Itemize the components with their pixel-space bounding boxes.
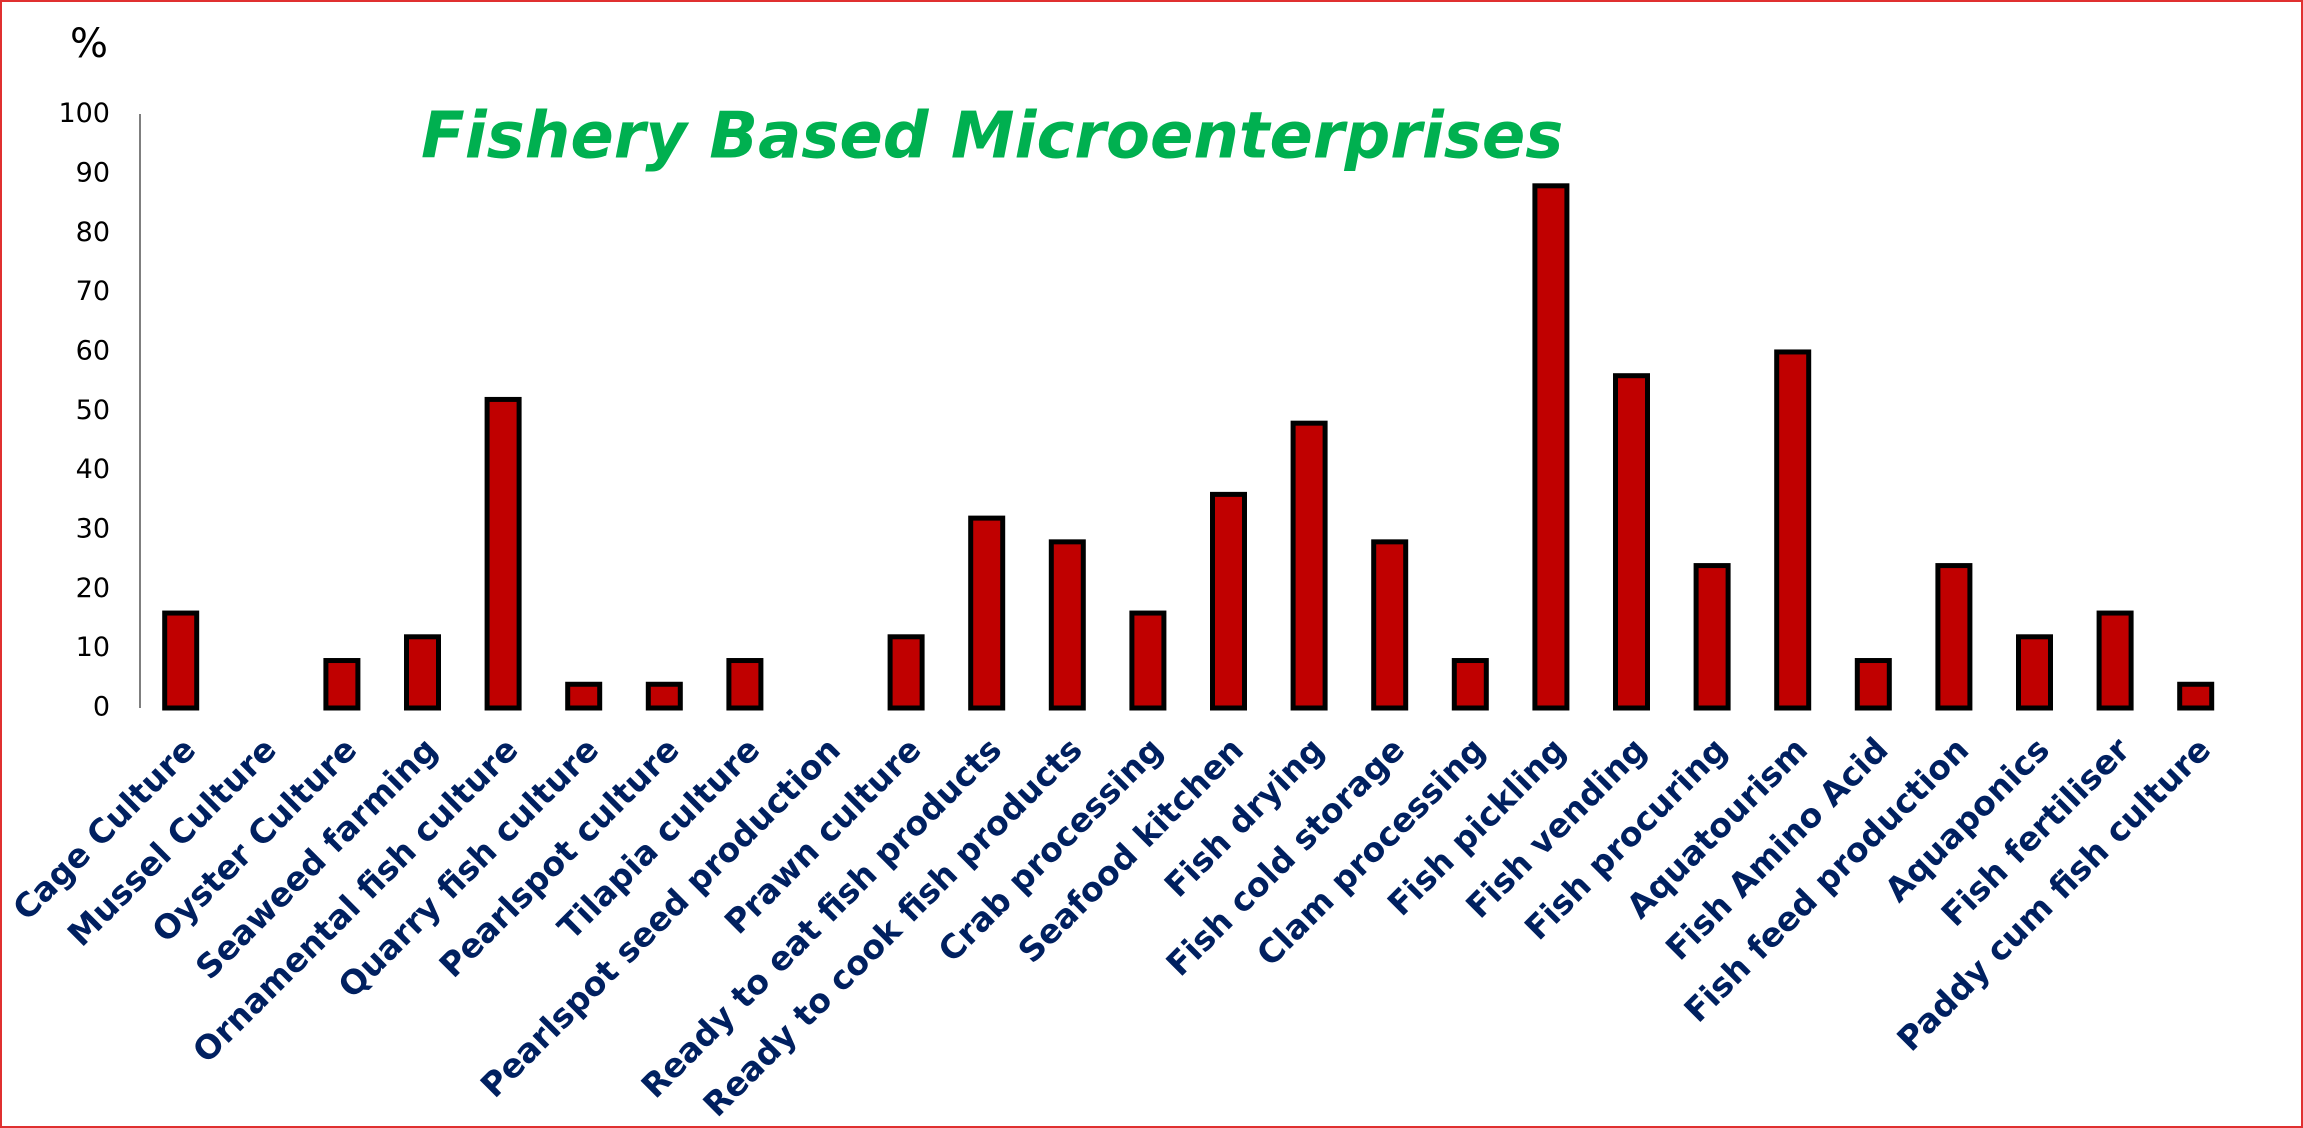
bar: [1371, 539, 1409, 711]
y-tick-label: 40: [76, 454, 110, 485]
y-tick-label: 20: [76, 573, 110, 604]
bar: [2016, 634, 2053, 711]
y-tick-label: 0: [93, 692, 110, 723]
y-tick-label: 50: [76, 395, 110, 426]
bar: [2177, 681, 2215, 711]
bar: [1774, 349, 1812, 711]
bar: [968, 515, 1006, 711]
bar: [1129, 610, 1167, 711]
y-tick-label: 80: [76, 217, 110, 248]
bar: [1613, 373, 1650, 711]
y-tick-label: 100: [58, 98, 110, 129]
y-tick-label: 10: [76, 632, 110, 663]
bar: [565, 681, 603, 711]
y-axis-label: %: [70, 21, 108, 67]
bar: [1048, 539, 1086, 711]
bar: [404, 634, 441, 711]
bar: [726, 658, 764, 711]
bar: [1290, 420, 1328, 711]
bar: [484, 396, 522, 711]
bar: [2096, 610, 2134, 711]
bar: [645, 681, 683, 711]
bar: [1210, 491, 1247, 711]
bar: [162, 610, 200, 711]
bar: [887, 634, 925, 711]
y-tick-label: 30: [76, 513, 110, 544]
bar: [1693, 563, 1731, 711]
y-tick-label: 90: [76, 157, 110, 188]
y-tick-label: 60: [76, 335, 110, 366]
bar: [1451, 658, 1489, 711]
bar: [1935, 563, 1973, 711]
bar: [323, 658, 361, 711]
chart-title: Fishery Based Microenterprises: [421, 100, 1563, 174]
bar: [1854, 658, 1892, 711]
y-tick-label: 70: [76, 276, 110, 307]
bar: [1532, 183, 1570, 711]
